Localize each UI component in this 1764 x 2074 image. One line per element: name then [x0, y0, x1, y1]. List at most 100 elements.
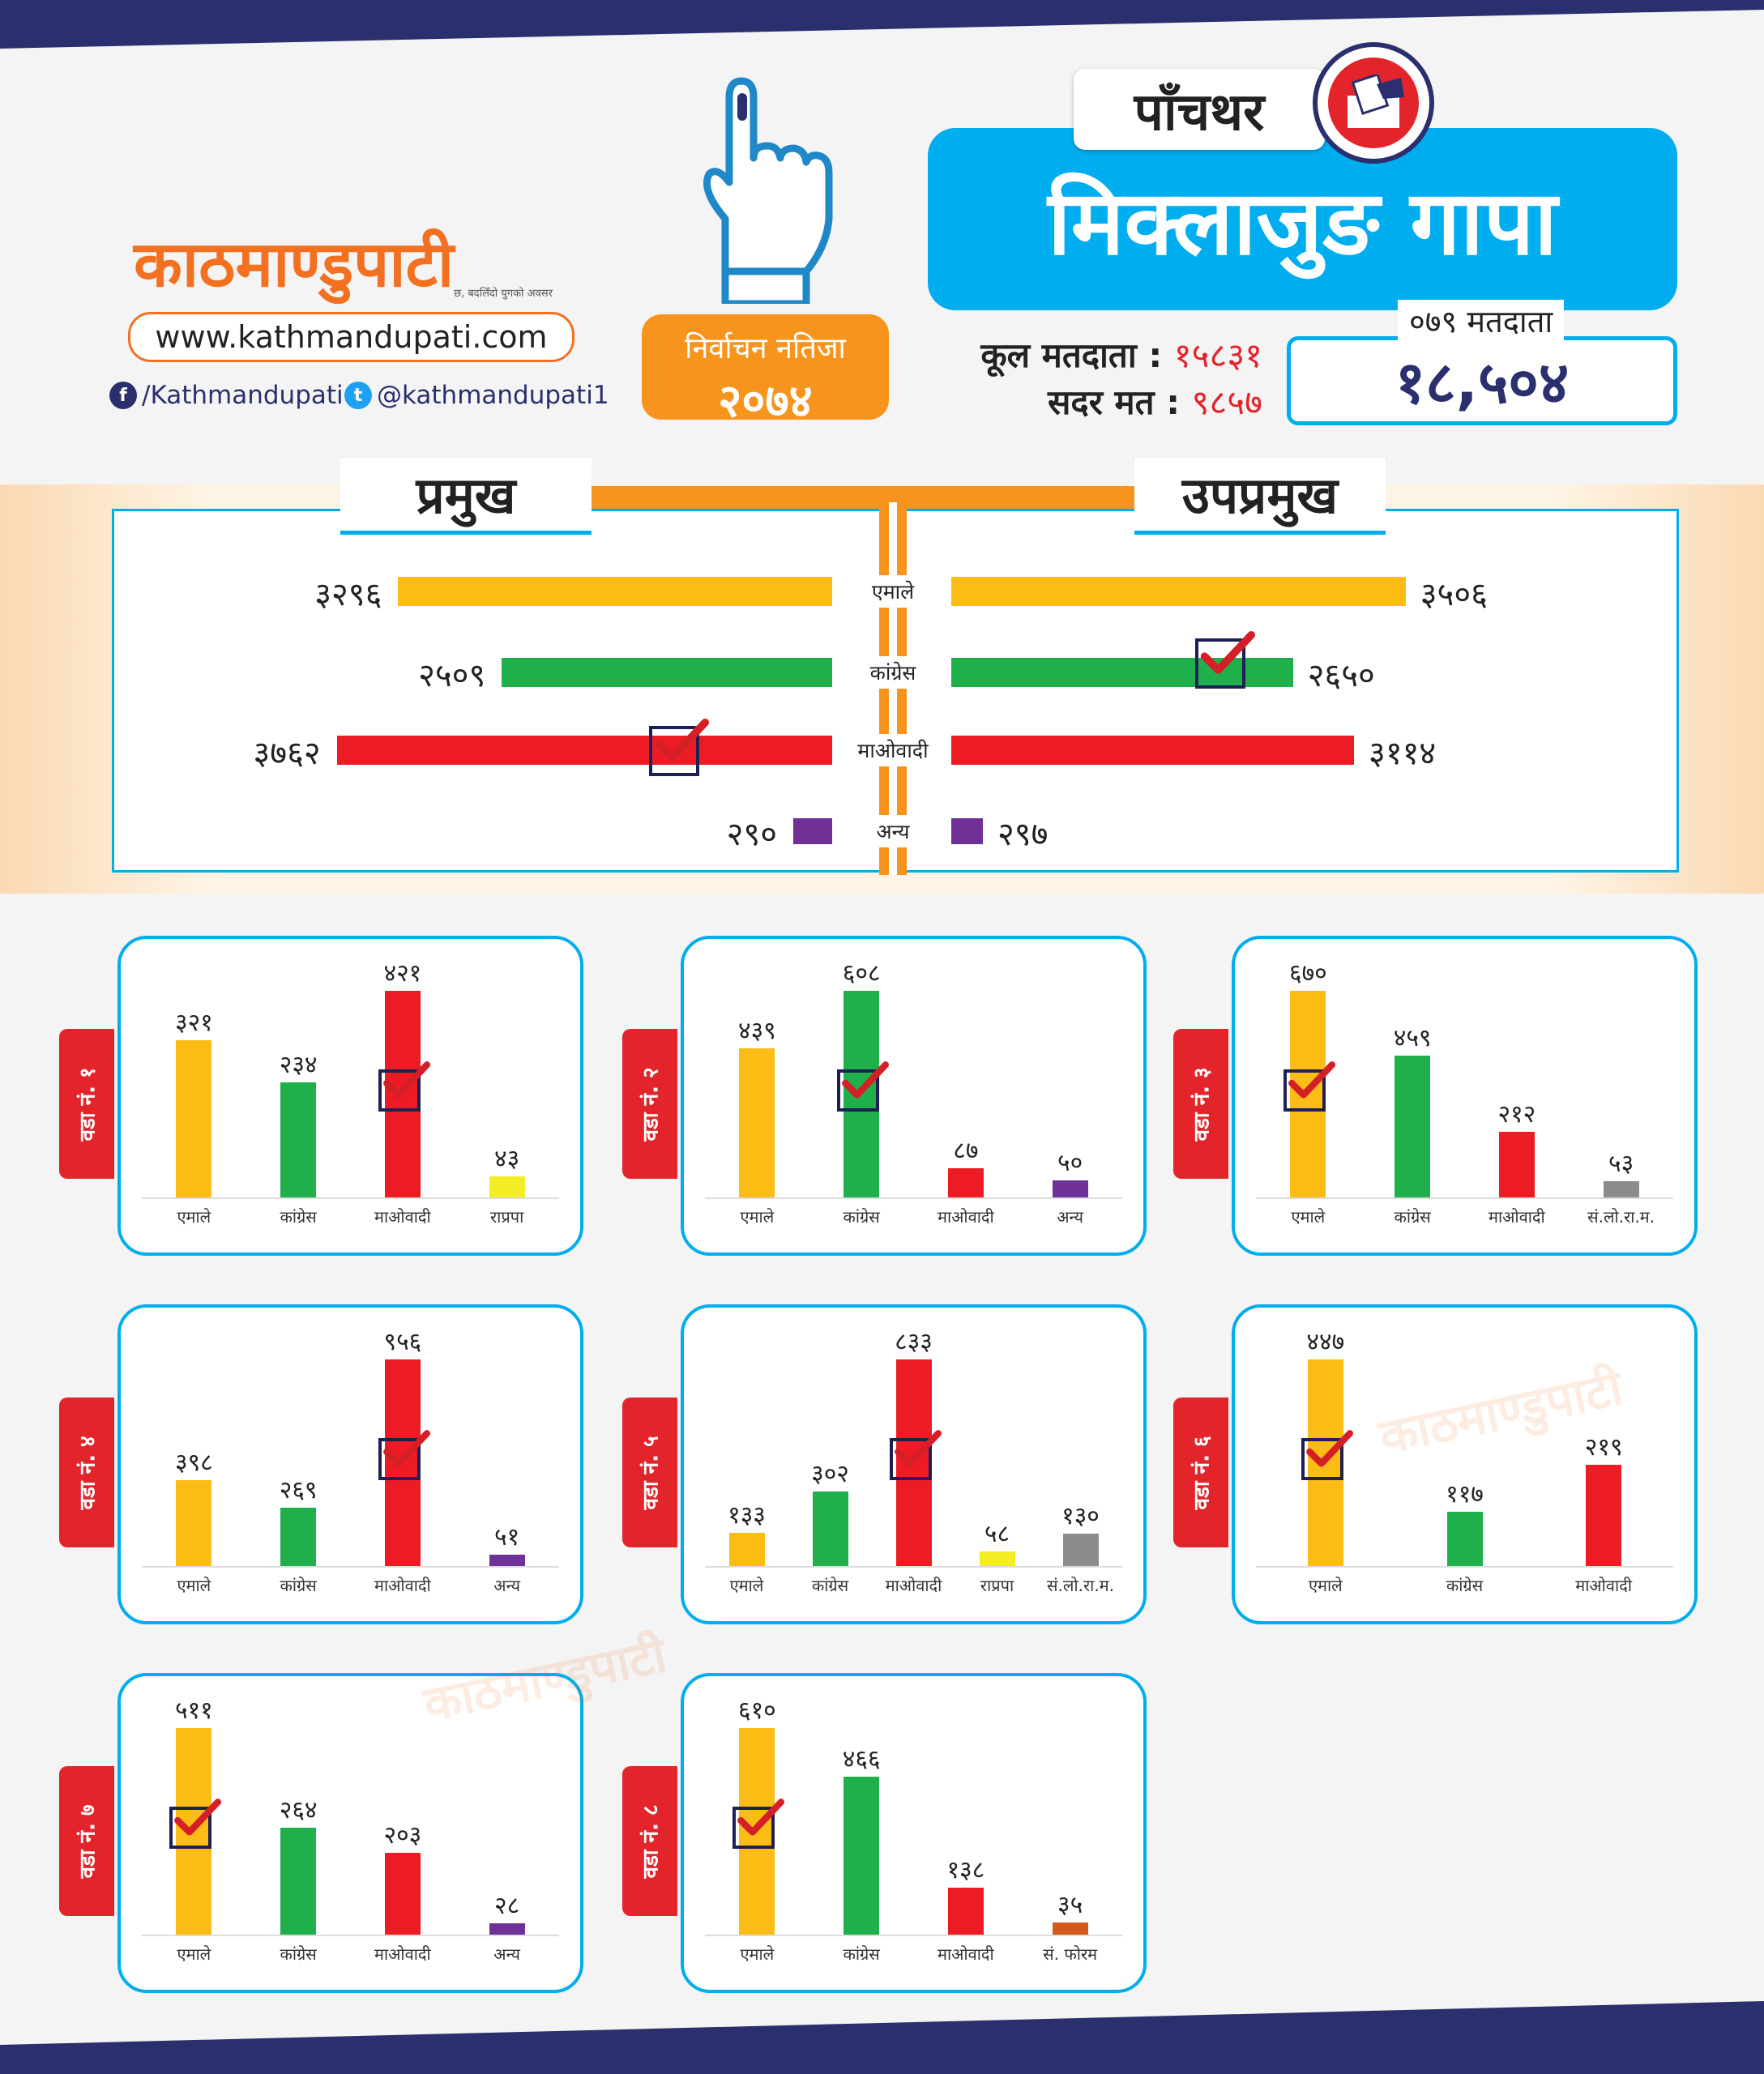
ward-bar: [176, 1039, 212, 1197]
mayor-value-2: ३७६२: [253, 735, 321, 772]
ward-category-label: एमाले: [177, 1944, 211, 1964]
total-voters: १५८३१: [1173, 335, 1262, 375]
ward-category-label: कांग्रेस: [280, 1207, 317, 1227]
result-badge: निर्वाचन नतिजा २०७४: [642, 314, 889, 428]
deputy-value-0: ३५०६: [1420, 576, 1488, 613]
x-axis-line: [142, 1566, 559, 1568]
ward-bar-value: ४३९: [737, 1016, 776, 1045]
x-axis-line: [705, 1197, 1122, 1199]
brand-name: काठमाण्डुपाटी: [134, 228, 455, 301]
panel-divider: [879, 502, 907, 875]
ward-label-text: वडा नं. ७: [76, 1803, 100, 1879]
ward-label-text: वडा नं. ३: [1190, 1066, 1215, 1142]
ward-category-label: माओवादी: [1489, 1207, 1545, 1227]
ward-card: [117, 1304, 583, 1624]
ward-bar: [739, 1048, 775, 1197]
deputy-value-2: ३११४: [1369, 735, 1437, 772]
winner-check-icon: [1195, 631, 1256, 689]
ward-label-text: वडा नं. ५: [639, 1435, 664, 1510]
website-link[interactable]: www.kathmandupati.com: [128, 312, 574, 362]
deputy-bar-2: [944, 736, 1355, 765]
party-label: कांग्रेस: [835, 656, 951, 689]
ward-category-label: अन्य: [1057, 1207, 1084, 1227]
mayor-bar-2: [336, 736, 832, 765]
ward-category-label: कांग्रेस: [280, 1944, 317, 1964]
ward-bar: [1586, 1465, 1622, 1566]
ward-bar-value: ६७०: [1288, 959, 1327, 988]
district-name: पाँचथर: [1074, 69, 1325, 150]
mayor-bar-0: [398, 577, 832, 606]
ward-bar: [489, 1923, 525, 1935]
mayor-bar-1: [502, 658, 832, 687]
ward-bar: [844, 1777, 880, 1935]
ward-category-label: कांग्रेस: [811, 1576, 849, 1595]
ward-label: वडा नं. ६: [1173, 1398, 1228, 1547]
ward-label-text: वडा नं. ८: [639, 1803, 664, 1879]
ward-bar-value: ५८: [984, 1520, 1010, 1549]
ward-category-label: माओवादी: [938, 1944, 994, 1964]
bottom-band: [0, 2001, 1764, 2074]
ward-bar-value: ४३: [494, 1144, 520, 1173]
ward-bar-value: ४४७: [1306, 1328, 1345, 1356]
deputy-title: उपप्रमुख: [1134, 458, 1386, 535]
result-year: २०७४: [718, 375, 813, 428]
mayor-value-1: २५०९: [418, 657, 486, 694]
twitter-icon: t: [344, 382, 372, 409]
valid-votes: ९८५७: [1191, 382, 1262, 422]
ward-category-label: माओवादी: [374, 1944, 431, 1964]
brand-logo: काठमाण्डुपाटी: [134, 219, 454, 305]
result-label: निर्वाचन नतिजा: [685, 332, 846, 365]
ward-bar: [489, 1176, 525, 1197]
ward-bar-value: ४२१: [383, 959, 422, 988]
ward-bar-value: ६१०: [737, 1696, 776, 1725]
ward-label-text: वडा नं. २: [639, 1066, 664, 1142]
winner-check-icon: [1301, 1430, 1353, 1480]
facebook-link[interactable]: f /Kathmandupati: [109, 381, 344, 410]
winner-check-icon: [733, 1799, 785, 1849]
x-axis-line: [1256, 1197, 1673, 1199]
ward-bar: [812, 1491, 848, 1566]
ward-bar: [947, 1167, 984, 1197]
ward-category-label: कांग्रेस: [843, 1944, 880, 1964]
ward-category-label: राप्रपा: [980, 1576, 1014, 1595]
ward-category-label: माओवादी: [1575, 1576, 1632, 1595]
ward-bar: [489, 1555, 525, 1566]
winner-check-icon: [648, 719, 709, 776]
ward-category-label: सं. फोरम: [1043, 1944, 1098, 1964]
ward-bar-value: २०३: [383, 1820, 422, 1850]
ward-bar-value: २६४: [279, 1796, 318, 1825]
deputy-bar-1: [944, 658, 1293, 687]
facebook-icon: f: [109, 382, 137, 409]
ward-bar: [979, 1551, 1015, 1566]
mayor-bar-3: [793, 818, 832, 844]
ward-category-label: कांग्रेस: [1446, 1576, 1484, 1595]
valid-votes-label: सदर मत :: [1048, 382, 1180, 422]
ward-category-label: एमाले: [1308, 1576, 1343, 1595]
ballot-emblem-icon: [1313, 42, 1434, 164]
ward-bar-value: २८: [494, 1892, 520, 1921]
ward-bar: [1446, 1512, 1483, 1566]
ward-bar: [1603, 1180, 1639, 1197]
ward-bar-value: २३४: [279, 1051, 318, 1080]
x-axis-line: [705, 1935, 1122, 1936]
ward-bar-value: ११७: [1446, 1480, 1484, 1509]
ward-bar-value: १३८: [946, 1856, 985, 1885]
ward-bar-value: २१२: [1497, 1100, 1536, 1129]
brand-tagline: छ, बदलिँदो युगको अवसर: [454, 288, 553, 300]
ward-category-label: माओवादी: [374, 1576, 431, 1595]
ward-label: वडा नं. ८: [622, 1766, 677, 1916]
ward-label: वडा नं. ५: [622, 1398, 677, 1547]
winner-check-icon: [1283, 1061, 1336, 1112]
twitter-link[interactable]: t @kathmandupati1: [344, 381, 609, 410]
ward-category-label: एमाले: [177, 1576, 211, 1595]
ward-bar-value: ५०: [1057, 1149, 1083, 1178]
ward-bar-value: ६०८: [842, 959, 881, 988]
ward-bar: [384, 1852, 421, 1935]
ward-label: वडा नं. २: [622, 1029, 677, 1179]
ward-card: [681, 936, 1147, 1256]
ward-label: वडा नं. १: [59, 1029, 114, 1179]
x-axis-line: [705, 1566, 1122, 1568]
ward-category-label: सं.लो.रा.म.: [1046, 1576, 1114, 1595]
ward-bar-value: ९५६: [383, 1328, 422, 1356]
municipality-title: मिक्लाजुङ गापा: [928, 128, 1677, 310]
